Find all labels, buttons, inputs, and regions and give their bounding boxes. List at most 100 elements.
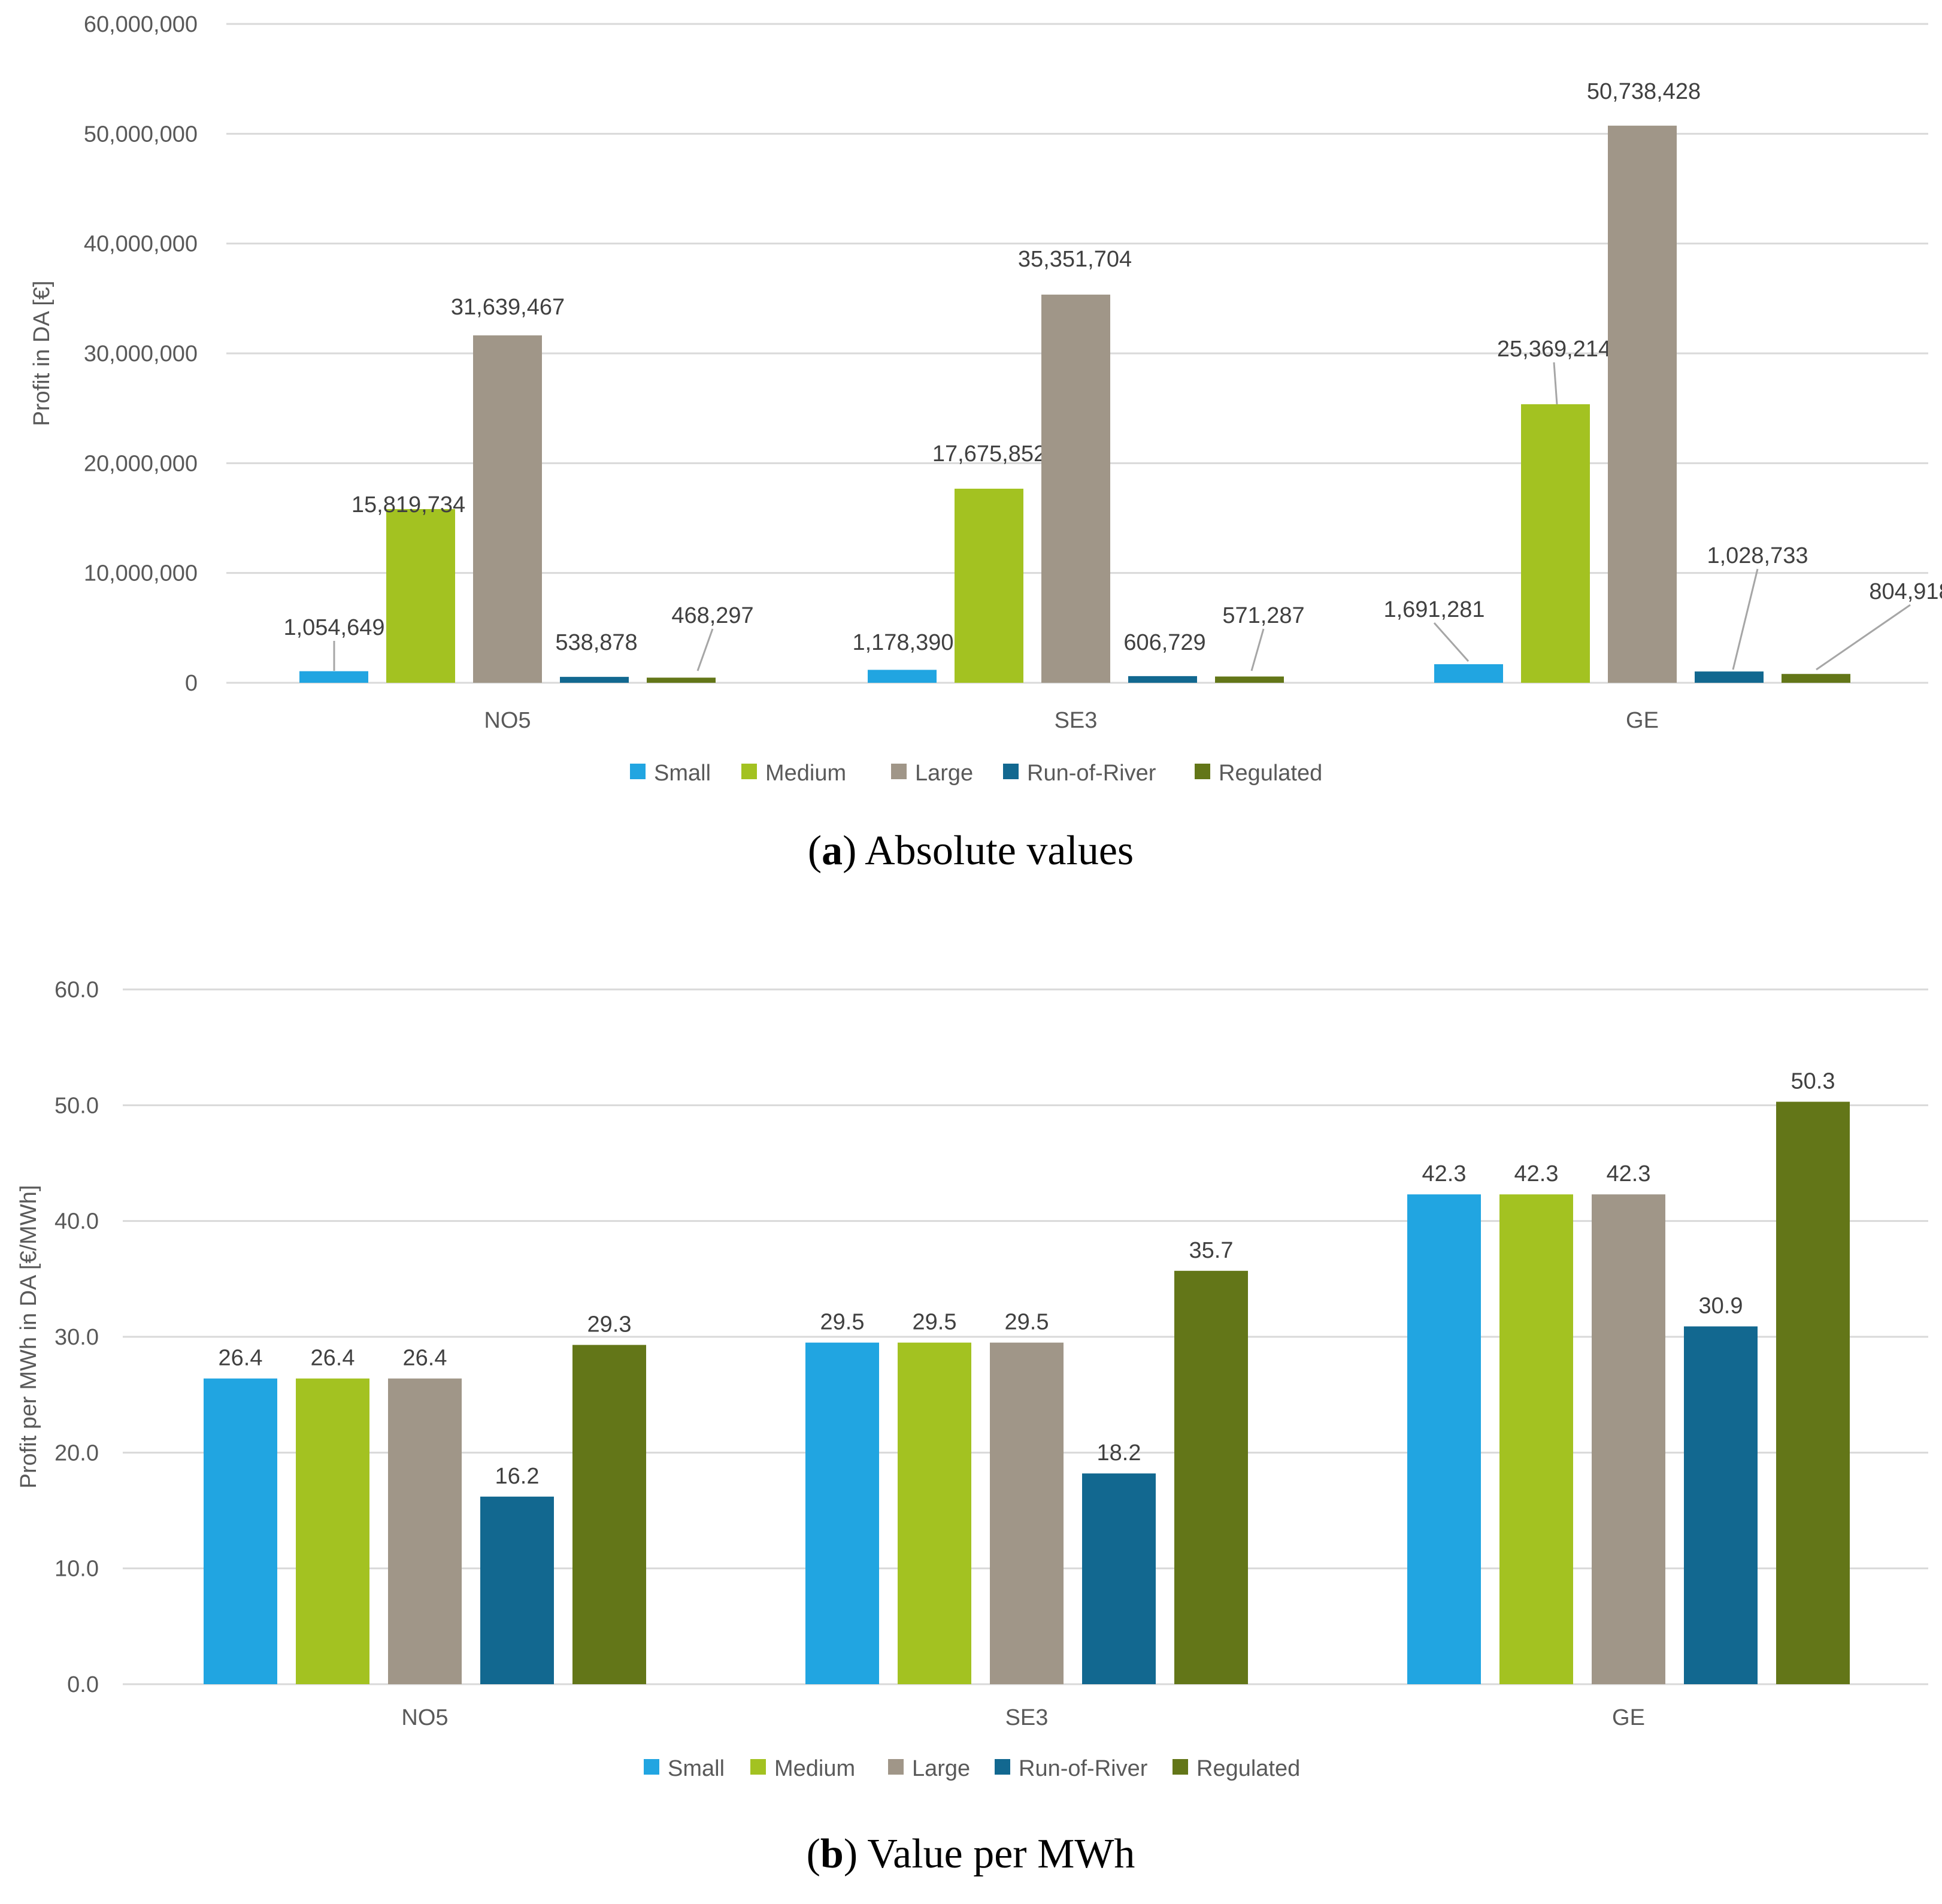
leader-line — [1553, 362, 1558, 405]
data-label: 804,918 — [1869, 579, 1942, 604]
x-category-label: NO5 — [484, 708, 531, 733]
y-tick-label: 50,000,000 — [84, 122, 198, 147]
data-label: 31,639,467 — [451, 295, 565, 320]
bar-run-of-river-se3 — [1128, 676, 1197, 683]
legend-label: Small — [668, 1756, 725, 1781]
y-tick-label: 40,000,000 — [84, 232, 198, 257]
data-label: 42.3 — [1607, 1161, 1651, 1186]
data-label: 29.5 — [1005, 1310, 1049, 1335]
y-tick-label: 10,000,000 — [84, 561, 198, 586]
bar-regulated-ge — [1776, 1101, 1850, 1684]
bar-small-se3 — [805, 1342, 879, 1684]
legend-swatch — [644, 1759, 659, 1775]
leader-line — [1732, 568, 1759, 670]
data-label: 35.7 — [1189, 1238, 1234, 1263]
y-tick-label: 30.0 — [54, 1325, 99, 1350]
bar-small-no5 — [299, 671, 368, 683]
y-tick-label: 60.0 — [54, 977, 99, 1003]
y-tick-label: 20.0 — [54, 1440, 99, 1466]
data-label: 606,729 — [1123, 630, 1205, 655]
bar-run-of-river-ge — [1684, 1326, 1758, 1684]
y-axis-title: Profit in DA [€] — [29, 281, 54, 426]
x-category-label: NO5 — [401, 1705, 448, 1730]
y-tick-label: 60,000,000 — [84, 12, 198, 37]
bar-regulated-no5 — [647, 677, 716, 683]
legend-swatch — [891, 764, 907, 779]
legend-swatch — [995, 1759, 1010, 1775]
figure-caption: (a) Absolute values — [808, 828, 1134, 874]
y-tick-label: 0.0 — [67, 1672, 99, 1697]
bar-medium-no5 — [296, 1378, 369, 1684]
legend-swatch — [1173, 1759, 1188, 1775]
leader-line — [1250, 628, 1265, 671]
data-label: 42.3 — [1514, 1161, 1559, 1186]
data-label: 35,351,704 — [1018, 247, 1132, 272]
bar-medium-se3 — [955, 488, 1023, 683]
bar-large-se3 — [1041, 294, 1110, 683]
legend-swatch — [750, 1759, 766, 1775]
data-label: 29.5 — [820, 1310, 865, 1335]
bar-large-no5 — [473, 335, 542, 683]
bar-regulated-ge — [1782, 674, 1850, 683]
data-label: 16.2 — [495, 1464, 540, 1489]
x-category-label: SE3 — [1055, 708, 1098, 733]
bar-run-of-river-no5 — [480, 1496, 554, 1684]
x-category-label: SE3 — [1005, 1705, 1049, 1730]
x-category-label: GE — [1626, 708, 1659, 733]
bar-run-of-river-no5 — [560, 677, 629, 683]
y-tick-label: 10.0 — [54, 1557, 99, 1582]
data-label: 50.3 — [1791, 1069, 1835, 1094]
bar-small-se3 — [868, 670, 937, 683]
bar-small-ge — [1434, 664, 1503, 683]
data-label: 1,178,390 — [852, 630, 953, 655]
data-label: 26.4 — [311, 1346, 355, 1371]
leader-line — [1433, 622, 1470, 662]
figure-caption: (b) Value per MWh — [807, 1831, 1135, 1877]
chart-a: 0 10,000,000 20,000,000 30,000,000 40,000,00… — [29, 12, 1942, 874]
legend-swatch — [741, 764, 757, 779]
bar-run-of-river-se3 — [1082, 1473, 1156, 1684]
bar-medium-ge — [1499, 1194, 1573, 1684]
data-label: 25,369,214 — [1497, 337, 1611, 362]
legend-label: Large — [912, 1756, 970, 1781]
legend-label: Small — [654, 761, 711, 786]
legend-swatch — [630, 764, 646, 779]
legend-swatch — [1195, 764, 1210, 779]
y-tick-label: 40.0 — [54, 1209, 99, 1234]
data-label: 538,878 — [555, 630, 637, 655]
bar-run-of-river-ge — [1695, 671, 1764, 683]
data-label: 15,819,734 — [352, 492, 465, 517]
data-label: 468,297 — [671, 603, 753, 628]
bar-large-se3 — [990, 1342, 1064, 1684]
data-label: 42.3 — [1422, 1161, 1467, 1186]
x-category-label: GE — [1612, 1705, 1645, 1730]
data-label: 26.4 — [219, 1346, 263, 1371]
data-label: 1,028,733 — [1707, 543, 1808, 568]
bar-medium-se3 — [898, 1342, 971, 1684]
bar-regulated-se3 — [1215, 676, 1284, 683]
data-label: 26.4 — [403, 1346, 447, 1371]
legend-label: Regulated — [1196, 1756, 1300, 1781]
y-tick-label: 0 — [185, 671, 198, 696]
bar-regulated-se3 — [1174, 1270, 1248, 1684]
data-label: 18.2 — [1097, 1440, 1141, 1466]
y-tick-label: 30,000,000 — [84, 341, 198, 367]
bar-small-no5 — [204, 1378, 277, 1684]
y-axis-title: Profit per MWh in DA [€/MWh] — [16, 1185, 41, 1489]
chart-b: 0.0 10.0 20.0 30.0 40.0 50.0 60.0 Profit per MW… — [16, 977, 1928, 1877]
legend-label: Regulated — [1219, 761, 1322, 786]
bar-large-no5 — [388, 1378, 462, 1684]
y-tick-label: 20,000,000 — [84, 451, 198, 476]
data-label: 1,691,281 — [1383, 597, 1484, 622]
bar-medium-ge — [1521, 404, 1590, 683]
data-label: 17,675,852 — [932, 441, 1046, 467]
legend-label: Run-of-River — [1019, 1756, 1148, 1781]
legend-label: Run-of-River — [1027, 761, 1156, 786]
legend-label: Medium — [774, 1756, 855, 1781]
legend-label: Medium — [765, 761, 846, 786]
y-tick-label: 50.0 — [54, 1093, 99, 1118]
legend-swatch — [888, 1759, 904, 1775]
data-label: 571,287 — [1222, 603, 1304, 628]
leader-line — [1816, 604, 1911, 671]
